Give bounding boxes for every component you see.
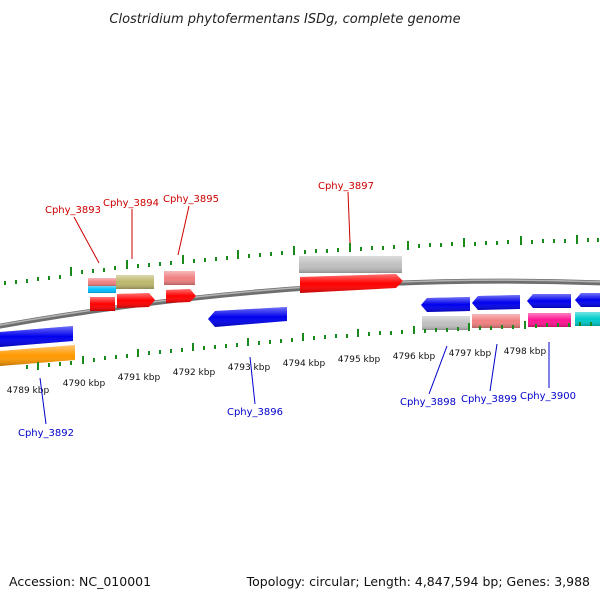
gene-feature: [164, 271, 195, 285]
top-gene-callouts: Cphy_3893 Cphy_3894 Cphy_3895 Cphy_3897: [45, 181, 374, 264]
callout-line: [249, 356, 256, 405]
gene-feature: [208, 307, 287, 327]
callout-line: [428, 345, 448, 395]
scale-label: 4791 kbp: [118, 373, 161, 383]
gene-feature: [88, 278, 116, 286]
gene-label-cphy-3896[interactable]: Cphy_3896: [227, 407, 283, 418]
scale-label: 4789 kbp: [7, 386, 50, 396]
callout-line: [39, 377, 47, 425]
callout-line: [347, 191, 351, 244]
gene-feature: [0, 326, 73, 347]
gene-label-cphy-3892[interactable]: Cphy_3892: [18, 428, 74, 439]
gene-label-cphy-3893[interactable]: Cphy_3893: [45, 205, 101, 216]
scale-label: 4792 kbp: [173, 368, 216, 378]
gene-feature: [422, 316, 470, 330]
scale-label: 4796 kbp: [393, 352, 436, 362]
scale-label: 4794 kbp: [283, 359, 326, 369]
outer-tick-ring: [4, 235, 599, 285]
gene-feature: [117, 293, 155, 308]
bottom-gene-features: [0, 293, 600, 366]
gene-label-cphy-3895[interactable]: Cphy_3895: [163, 194, 219, 205]
scale-label: 4793 kbp: [228, 363, 271, 373]
gene-feature: [472, 295, 520, 310]
scale-label: 4797 kbp: [449, 349, 492, 359]
callout-line: [177, 205, 190, 256]
scale-label: 4798 kbp: [504, 347, 547, 357]
gene-feature: [88, 286, 116, 293]
gene-feature: [575, 293, 600, 307]
gene-feature: [0, 345, 75, 366]
inner-tick-ring: [26, 321, 592, 370]
gene-feature: [166, 289, 196, 303]
gene-label-cphy-3898[interactable]: Cphy_3898: [400, 397, 456, 408]
gene-feature: [116, 275, 154, 289]
scale-label: 4790 kbp: [63, 379, 106, 389]
callout-line: [73, 216, 100, 264]
gene-label-cphy-3900[interactable]: Cphy_3900: [520, 391, 576, 402]
map-title: Clostridium phytofermentans ISDg, comple…: [109, 12, 460, 27]
gene-feature: [300, 274, 403, 293]
scale-labels: 4789 kbp 4790 kbp 4791 kbp 4792 kbp 4793…: [7, 347, 547, 396]
gene-feature: [527, 294, 571, 308]
gene-label-cphy-3897[interactable]: Cphy_3897: [318, 181, 374, 192]
gene-feature: [421, 297, 470, 312]
gene-feature: [472, 314, 520, 328]
gene-feature: [90, 297, 115, 311]
gene-feature: [575, 312, 600, 326]
gene-feature: [528, 313, 571, 327]
scale-label: 4795 kbp: [338, 355, 381, 365]
gene-label-cphy-3899[interactable]: Cphy_3899: [461, 394, 517, 405]
gene-label-cphy-3894[interactable]: Cphy_3894: [103, 198, 159, 209]
top-gene-features: [88, 256, 403, 311]
callout-line: [489, 343, 498, 392]
gene-feature: [299, 256, 402, 273]
accession-text: Accession: NC_010001: [9, 574, 151, 589]
genome-summary-text: Topology: circular; Length: 4,847,594 bp…: [246, 574, 590, 589]
bottom-gene-callouts: Cphy_3892 Cphy_3896 Cphy_3898 Cphy_3899 …: [18, 342, 576, 439]
